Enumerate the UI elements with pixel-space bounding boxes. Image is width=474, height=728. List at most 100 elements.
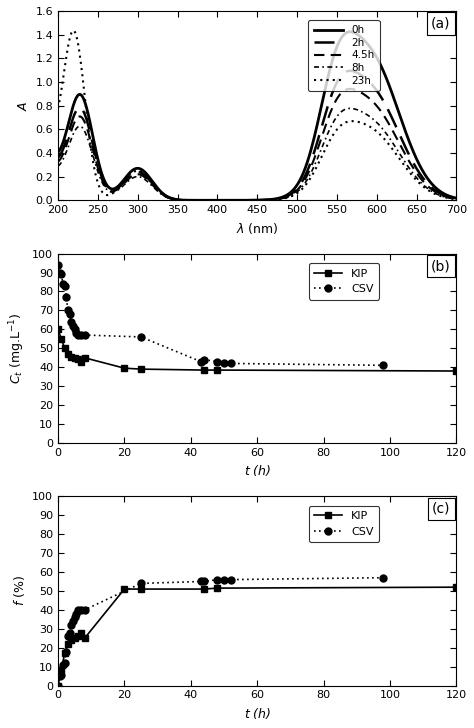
Y-axis label: $A$: $A$	[17, 100, 30, 111]
CSV	[72, 325, 77, 333]
23h	[71, 26, 76, 35]
CSV	[228, 359, 234, 368]
23h	[369, 124, 375, 132]
2h	[209, 196, 214, 205]
CSV	[72, 613, 77, 622]
2h	[442, 191, 448, 200]
0h	[208, 196, 214, 205]
0h	[369, 46, 375, 55]
KIP	[55, 681, 61, 690]
CSV	[55, 681, 61, 690]
KIP	[65, 349, 71, 358]
Line: CSV: CSV	[55, 261, 387, 369]
Text: (c): (c)	[432, 502, 450, 516]
0h	[238, 196, 244, 205]
CSV	[198, 357, 204, 366]
4.5h	[249, 196, 255, 205]
0h	[249, 196, 255, 205]
CSV	[215, 575, 220, 584]
CSV	[57, 672, 63, 681]
0h	[75, 90, 81, 99]
CSV	[228, 575, 234, 584]
KIP	[58, 666, 64, 675]
Text: (a): (a)	[431, 17, 450, 31]
KIP	[82, 353, 87, 362]
KIP	[55, 325, 61, 333]
CSV	[62, 282, 67, 290]
23h	[76, 42, 82, 51]
CSV	[65, 632, 71, 641]
Text: (b): (b)	[431, 259, 450, 273]
KIP	[72, 353, 77, 362]
KIP	[121, 364, 127, 373]
KIP	[58, 334, 64, 343]
CSV	[221, 359, 227, 368]
CSV	[60, 660, 66, 669]
0h	[454, 194, 459, 202]
KIP	[72, 634, 77, 643]
CSV	[78, 606, 84, 614]
23h	[55, 104, 61, 113]
8h	[454, 195, 459, 204]
CSV	[215, 357, 220, 366]
KIP	[65, 640, 71, 649]
23h	[249, 196, 255, 205]
KIP	[82, 634, 87, 643]
Line: 23h: 23h	[58, 31, 456, 200]
CSV	[138, 333, 144, 341]
CSV	[82, 331, 87, 339]
8h	[443, 193, 448, 202]
CSV	[64, 293, 69, 301]
KIP	[68, 352, 74, 361]
8h	[75, 122, 81, 131]
KIP	[78, 628, 84, 637]
0h	[55, 148, 61, 157]
X-axis label: $t$ (h): $t$ (h)	[244, 706, 271, 721]
KIP	[75, 355, 81, 363]
CSV	[60, 280, 66, 288]
23h	[209, 196, 215, 205]
8h	[209, 196, 215, 205]
KIP	[62, 344, 67, 352]
CSV	[55, 261, 61, 269]
KIP	[68, 636, 74, 644]
CSV	[57, 268, 63, 277]
4.5h	[454, 194, 459, 203]
0h	[347, 28, 353, 36]
X-axis label: $t$ (h): $t$ (h)	[244, 464, 271, 478]
KIP	[201, 585, 207, 593]
KIP	[121, 585, 127, 593]
4.5h	[75, 113, 81, 122]
CSV	[82, 606, 87, 614]
8h	[55, 162, 61, 170]
KIP	[75, 632, 81, 641]
4.5h	[209, 196, 214, 205]
4.5h	[55, 157, 61, 166]
0h	[443, 190, 448, 199]
KIP	[201, 365, 207, 374]
CSV	[65, 306, 71, 314]
Legend: KIP, CSV: KIP, CSV	[309, 506, 379, 542]
CSV	[70, 617, 76, 625]
Legend: 0h, 2h, 4.5h, 8h, 23h: 0h, 2h, 4.5h, 8h, 23h	[309, 20, 380, 91]
2h	[238, 196, 244, 205]
Line: 0h: 0h	[58, 32, 456, 200]
2h	[55, 153, 61, 162]
CSV	[68, 621, 74, 630]
CSV	[62, 659, 67, 668]
Line: KIP: KIP	[55, 326, 460, 374]
23h	[443, 193, 448, 202]
2h	[347, 66, 353, 75]
CSV	[201, 355, 207, 364]
4.5h	[443, 192, 448, 201]
KIP	[62, 649, 67, 658]
Y-axis label: $C_t$ (mg.L$^{-1}$): $C_t$ (mg.L$^{-1}$)	[7, 312, 27, 384]
KIP	[138, 585, 144, 593]
8h	[442, 193, 448, 202]
CSV	[73, 329, 79, 338]
8h	[249, 196, 255, 205]
Line: 2h: 2h	[58, 71, 456, 200]
4.5h	[238, 196, 244, 205]
CSV	[78, 331, 84, 339]
CSV	[381, 361, 386, 370]
